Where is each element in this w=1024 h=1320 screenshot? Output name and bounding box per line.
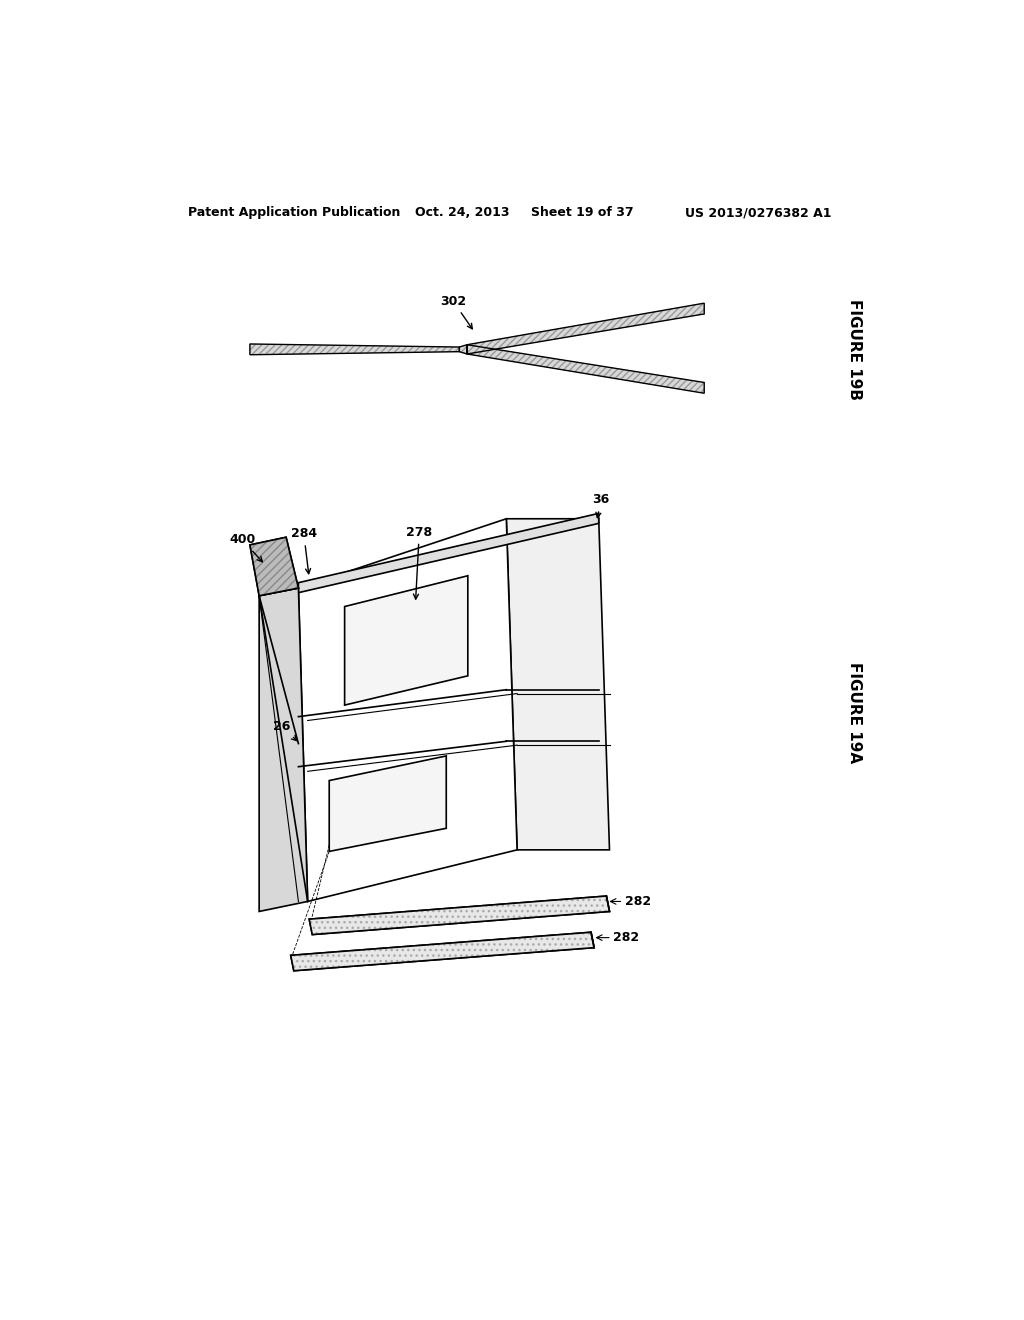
Text: 284: 284: [291, 527, 316, 574]
Polygon shape: [467, 304, 705, 354]
Polygon shape: [506, 519, 609, 850]
Text: FIGURE 19B: FIGURE 19B: [847, 298, 862, 400]
Text: 36: 36: [593, 494, 610, 517]
Text: 26: 26: [273, 719, 297, 741]
Polygon shape: [309, 896, 609, 935]
Text: 278: 278: [407, 525, 432, 599]
Polygon shape: [250, 537, 298, 595]
Polygon shape: [298, 519, 517, 902]
Polygon shape: [298, 513, 599, 593]
Text: FIGURE 19A: FIGURE 19A: [847, 663, 862, 763]
Text: 400: 400: [229, 533, 262, 562]
Text: 282: 282: [625, 895, 651, 908]
Polygon shape: [250, 345, 460, 355]
Text: 302: 302: [440, 294, 472, 329]
Polygon shape: [330, 756, 446, 851]
Text: Sheet 19 of 37: Sheet 19 of 37: [531, 206, 634, 219]
Polygon shape: [259, 589, 307, 911]
Polygon shape: [345, 576, 468, 705]
Polygon shape: [309, 896, 609, 935]
Polygon shape: [291, 932, 594, 970]
Text: US 2013/0276382 A1: US 2013/0276382 A1: [685, 206, 831, 219]
Text: 282: 282: [613, 931, 639, 944]
Text: Patent Application Publication: Patent Application Publication: [188, 206, 400, 219]
Polygon shape: [291, 932, 594, 970]
Polygon shape: [467, 345, 705, 393]
Polygon shape: [250, 537, 298, 595]
Polygon shape: [460, 345, 467, 354]
Text: Oct. 24, 2013: Oct. 24, 2013: [416, 206, 510, 219]
